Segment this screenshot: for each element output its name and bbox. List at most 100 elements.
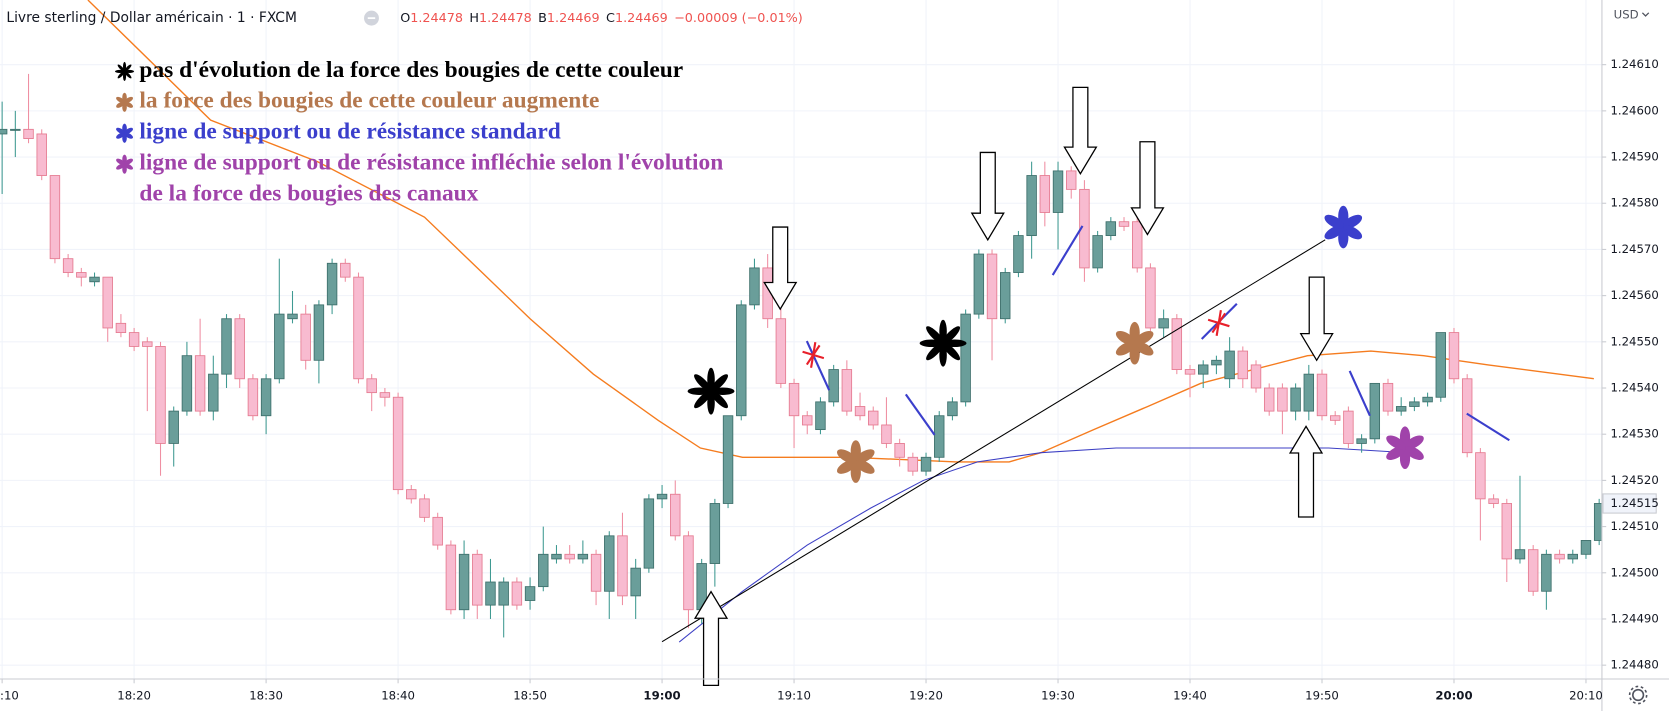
instrument-title: Livre sterling / Dollar américain · 1 · … [6, 10, 296, 26]
candle-body [76, 272, 87, 278]
candle-body [1197, 364, 1209, 375]
ohlc-change: −0.00009 (−0.01%) [674, 11, 803, 26]
asterisk-petal [116, 127, 125, 134]
ohlc-key: C [606, 11, 615, 26]
arrow [763, 226, 798, 311]
settings-button[interactable] [1628, 685, 1648, 705]
candle-body [366, 378, 377, 394]
y-tick-label: 1.24590 [1610, 150, 1658, 164]
legend-note: la force des bougies de cette couleur au… [139, 88, 599, 114]
candle-body [115, 322, 127, 334]
candle-body [868, 410, 879, 426]
candle-body [313, 304, 325, 361]
ohlc-value: 1.24478 [479, 11, 532, 26]
arrow [1063, 86, 1098, 175]
x-tick-label: 18:50 [513, 689, 547, 703]
candle-body [709, 503, 721, 564]
plot [0, 0, 1602, 643]
candle-body [445, 544, 457, 611]
candle-body [10, 128, 21, 131]
candle-body [326, 262, 338, 306]
candle-body [577, 553, 589, 560]
y-tick-label: 1.24530 [1610, 427, 1658, 441]
candle-body [1369, 382, 1381, 440]
drawn-line [661, 239, 1326, 643]
candle-body [1448, 332, 1460, 380]
candle-body [524, 586, 536, 601]
ohlc-key: B [538, 11, 547, 26]
candle-body [630, 567, 641, 597]
asterisk-petal [124, 71, 132, 79]
candle-body [1184, 369, 1196, 375]
candle-body [1395, 406, 1407, 412]
candle-body [1409, 401, 1420, 407]
x-tick-label: 18:40 [381, 689, 415, 703]
asterisk-petal [1386, 446, 1406, 460]
last-price-tag [1602, 493, 1657, 514]
y-tick-label: 1.24540 [1610, 381, 1658, 395]
asterisk [1324, 205, 1363, 249]
candle-body [1303, 373, 1315, 412]
currency-chevron [1641, 12, 1650, 17]
asterisk-petal [710, 374, 729, 392]
candle-body [36, 133, 47, 176]
gear-teeth [1628, 685, 1648, 705]
candle-body [604, 535, 615, 592]
candle-body [1567, 553, 1578, 560]
asterisk-petal [124, 127, 133, 134]
asterisk [919, 319, 967, 367]
x-tick-label: 18:20 [117, 689, 151, 703]
candle-body [788, 382, 800, 417]
asterisk-petal [116, 158, 125, 165]
candle-body [986, 253, 998, 320]
arrow [1299, 276, 1334, 362]
asterisk-petal [116, 101, 125, 108]
candle-body [1277, 387, 1288, 412]
candle-body [551, 553, 562, 560]
currency[interactable]: USD [1614, 7, 1639, 21]
candle-body [617, 535, 628, 597]
drawn-line [1466, 412, 1510, 442]
arrow [970, 151, 1005, 242]
candle-body [1118, 221, 1130, 227]
y-tick-label: 1.24490 [1610, 611, 1658, 625]
candle-body [1237, 350, 1249, 380]
asterisk-petal [710, 390, 729, 409]
candle-body [854, 406, 866, 417]
legend-note: ligne de support ou de résistance infléc… [139, 150, 723, 176]
candle-body [260, 378, 272, 417]
asterisk-petal [124, 101, 133, 108]
candle-body [722, 415, 734, 504]
candle-body [1290, 387, 1301, 412]
candle-body [1026, 175, 1037, 237]
asterisk-petal [926, 326, 944, 344]
x-tick-label: 18:30 [249, 689, 283, 703]
candle-body [920, 456, 932, 472]
annotations: pas d'évolution de la force des bougies … [114, 57, 1510, 687]
y-tick-label: 1.24480 [1610, 658, 1658, 672]
candle-body [1475, 452, 1486, 500]
x-tick-label: 20:10 [1569, 689, 1603, 703]
candle-body [1039, 175, 1051, 213]
candle-body [221, 318, 232, 375]
candle-body [802, 415, 813, 426]
candle-body [1435, 332, 1447, 398]
arrow [693, 590, 729, 687]
asterisk-petal [1134, 341, 1154, 356]
drawn-line [1051, 225, 1084, 276]
candle-body [287, 313, 298, 320]
asterisk-petal [1404, 435, 1424, 450]
candle-body [1211, 359, 1222, 366]
candle-body [1593, 503, 1602, 541]
gear-icon [1632, 688, 1645, 702]
candle-body [155, 346, 166, 444]
axes: 1.24480 1.24490 1.24500 1.24510 1.24520 1.245… [0, 57, 1659, 702]
x-tick-label: 19:20 [909, 689, 943, 703]
candle-body [841, 369, 853, 412]
candle-body [683, 535, 694, 611]
candle-body [1554, 553, 1565, 560]
x-tick-label: 19:10 [777, 689, 811, 703]
asterisk-petal [837, 459, 857, 474]
drawn-line [1348, 370, 1371, 417]
